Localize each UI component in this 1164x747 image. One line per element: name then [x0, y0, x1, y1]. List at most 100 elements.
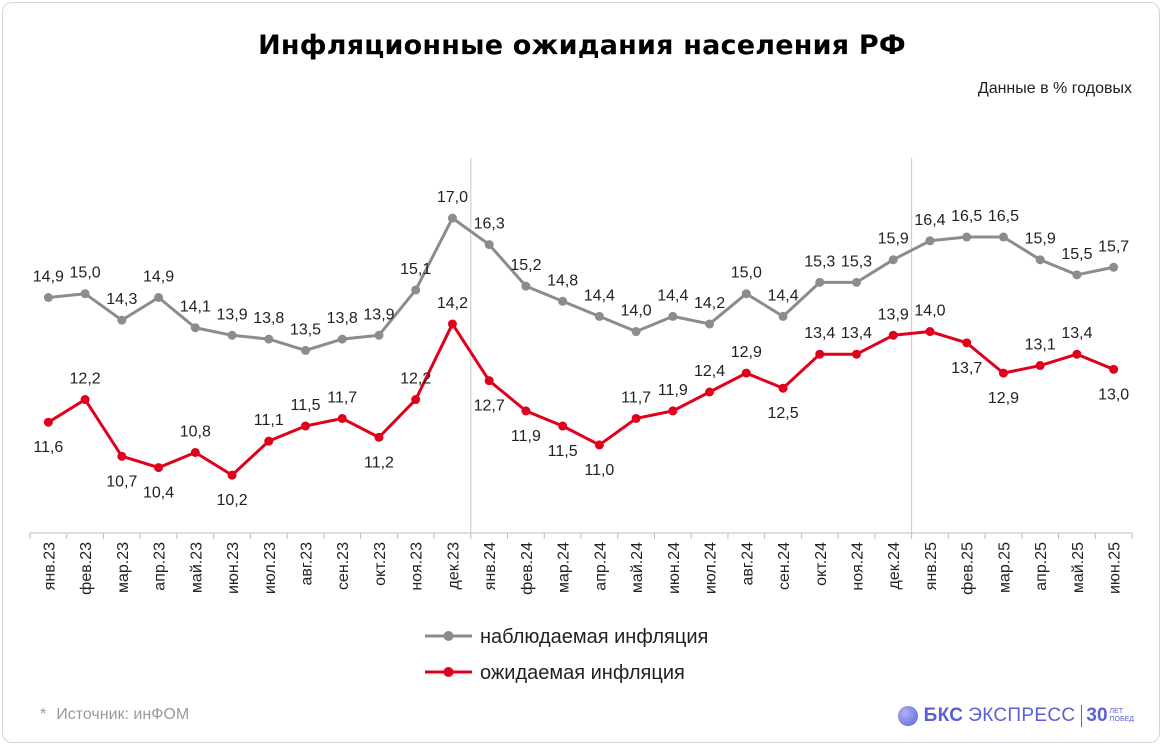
x-tick-label-25: фев.25 [960, 542, 977, 595]
x-tick-label-14: мар.24 [556, 542, 573, 593]
series-1-point-16 [631, 413, 641, 423]
series-1-point-9 [374, 432, 384, 442]
x-tick-label-24: янв.25 [923, 542, 940, 590]
series-1-data-label-8: 11,7 [327, 389, 357, 406]
series-1-data-label-3: 10,4 [143, 485, 174, 502]
series-0-point-10 [411, 285, 421, 295]
series-0-data-label-3: 14,9 [143, 269, 174, 286]
x-tick-label-13: фев.24 [519, 542, 536, 595]
series-1-point-5 [227, 470, 237, 480]
series-1-data-label-10: 12,2 [400, 371, 431, 388]
legend-marker-1 [443, 667, 454, 677]
series-0-data-label-4: 14,1 [180, 299, 211, 316]
series-0-data-label-18: 14,2 [694, 295, 725, 312]
series-line-1 [47, 322, 1115, 477]
series-0-point-25 [962, 232, 972, 242]
series-1-data-label-12: 12,7 [474, 398, 505, 415]
series-1-data-label-11: 14,2 [437, 295, 468, 312]
series-1-data-label-20: 12,5 [767, 405, 798, 422]
x-tick-label-26: мар.25 [996, 542, 1013, 593]
series-1-data-label-21: 13,4 [804, 325, 835, 342]
series-1-point-11 [447, 319, 457, 329]
series-1-point-26 [998, 368, 1008, 378]
legend-marker-0 [443, 631, 454, 641]
series-1-point-28 [1072, 349, 1082, 359]
series-0-point-2 [117, 315, 127, 325]
chart-title: Инфляционные ожидания населения РФ [258, 30, 906, 61]
series-0-point-3 [154, 293, 164, 302]
x-tick-label-9: окт.23 [372, 542, 389, 586]
series-1-point-17 [668, 406, 678, 416]
series-1-point-29 [1109, 364, 1119, 374]
brand-separator [1081, 705, 1083, 727]
series-1-point-20 [778, 383, 788, 393]
series-1-point-7 [301, 421, 310, 431]
series-1-point-22 [852, 349, 861, 359]
series-1-data-label-6: 11,1 [254, 412, 284, 429]
series-1-point-13 [521, 406, 531, 416]
series-1-data-label-18: 12,4 [694, 363, 725, 380]
series-0-data-label-13: 15,2 [510, 257, 541, 274]
series-0-point-17 [668, 311, 678, 321]
series-1-data-label-17: 11,9 [658, 382, 688, 399]
series-1-data-label-2: 10,7 [106, 473, 137, 490]
x-tick-label-1: фев.23 [78, 542, 95, 595]
series-1-data-label-16: 11,7 [621, 389, 651, 406]
series-1-data-label-13: 11,9 [511, 428, 541, 445]
brand-logo-icon [897, 706, 918, 726]
series-0-point-14 [558, 296, 568, 306]
series-1-point-24 [925, 327, 935, 337]
series-0-point-15 [594, 311, 604, 321]
series-1-data-label-9: 11,2 [364, 454, 394, 471]
source-text: Источник: инФОМ [56, 706, 190, 723]
series-1-point-2 [117, 451, 127, 461]
series-0-data-label-26: 16,5 [988, 208, 1019, 225]
brand-sub: ЭКСПРЕСС [968, 705, 1076, 726]
series-1-point-18 [705, 387, 715, 397]
series-1-point-25 [962, 338, 972, 348]
series-0-data-label-16: 14,0 [621, 303, 652, 320]
x-tick-label-23: дек.24 [886, 542, 903, 590]
series-0-data-label-28: 15,5 [1061, 246, 1092, 263]
x-tick-label-18: июл.24 [703, 542, 720, 594]
brand-years-caption: лет побед [1110, 708, 1134, 724]
series-0-data-label-22: 15,3 [841, 253, 872, 270]
series-1-point-8 [337, 413, 347, 423]
series-1-data-label-7: 11,5 [291, 397, 321, 414]
series-0-data-label-7: 13,5 [290, 321, 321, 338]
series-0-point-12 [484, 240, 494, 250]
series-1-data-label-15: 11,0 [584, 462, 614, 479]
series-1-point-14 [558, 421, 568, 431]
series-0-data-label-11: 17,0 [437, 189, 468, 206]
series-0-point-20 [778, 311, 788, 321]
series-0-point-1 [80, 289, 90, 299]
series-1-data-label-0: 11,6 [33, 439, 63, 456]
x-tick-label-0: янв.23 [41, 542, 58, 590]
series-0-point-6 [264, 334, 274, 344]
series-1-data-label-14: 11,5 [548, 443, 578, 460]
x-tick-label-29: июн.25 [1107, 542, 1124, 594]
legend-label-0: наблюдаемая инфляция [480, 626, 708, 648]
chart-subtitle: Данные в % годовых [977, 80, 1132, 97]
series-0-point-24 [925, 236, 935, 246]
series-0-point-8 [337, 334, 347, 344]
x-tick-label-10: ноя.23 [409, 542, 426, 591]
series-0-data-label-20: 14,4 [767, 287, 798, 304]
x-tick-label-8: сен.23 [335, 542, 352, 590]
series-1-point-10 [411, 395, 421, 405]
x-tick-label-16: май.24 [629, 542, 646, 593]
series-1-data-label-19: 12,9 [731, 344, 762, 361]
series-0-data-label-23: 15,9 [878, 231, 909, 248]
source-marker: * [40, 706, 47, 723]
series-0-point-9 [374, 330, 384, 340]
series-0-data-label-12: 16,3 [474, 216, 505, 233]
x-tick-label-27: апр.25 [1033, 542, 1050, 591]
x-tick-label-28: май.25 [1070, 542, 1087, 593]
series-0-point-16 [631, 327, 641, 337]
series-1-data-label-24: 14,0 [914, 303, 945, 320]
series-1-point-27 [1035, 361, 1045, 371]
series-1-data-label-23: 13,9 [878, 306, 909, 323]
series-1-point-21 [815, 349, 825, 359]
series-0-point-29 [1109, 262, 1119, 272]
